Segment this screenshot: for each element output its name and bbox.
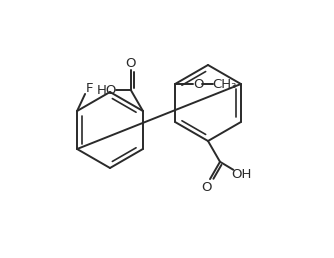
Text: OH: OH <box>231 168 252 181</box>
Text: F: F <box>86 83 93 95</box>
Text: HO: HO <box>97 84 117 97</box>
Text: O: O <box>126 57 136 70</box>
Text: O: O <box>201 181 211 194</box>
Text: CH₃: CH₃ <box>212 77 236 91</box>
Text: O: O <box>193 77 203 91</box>
